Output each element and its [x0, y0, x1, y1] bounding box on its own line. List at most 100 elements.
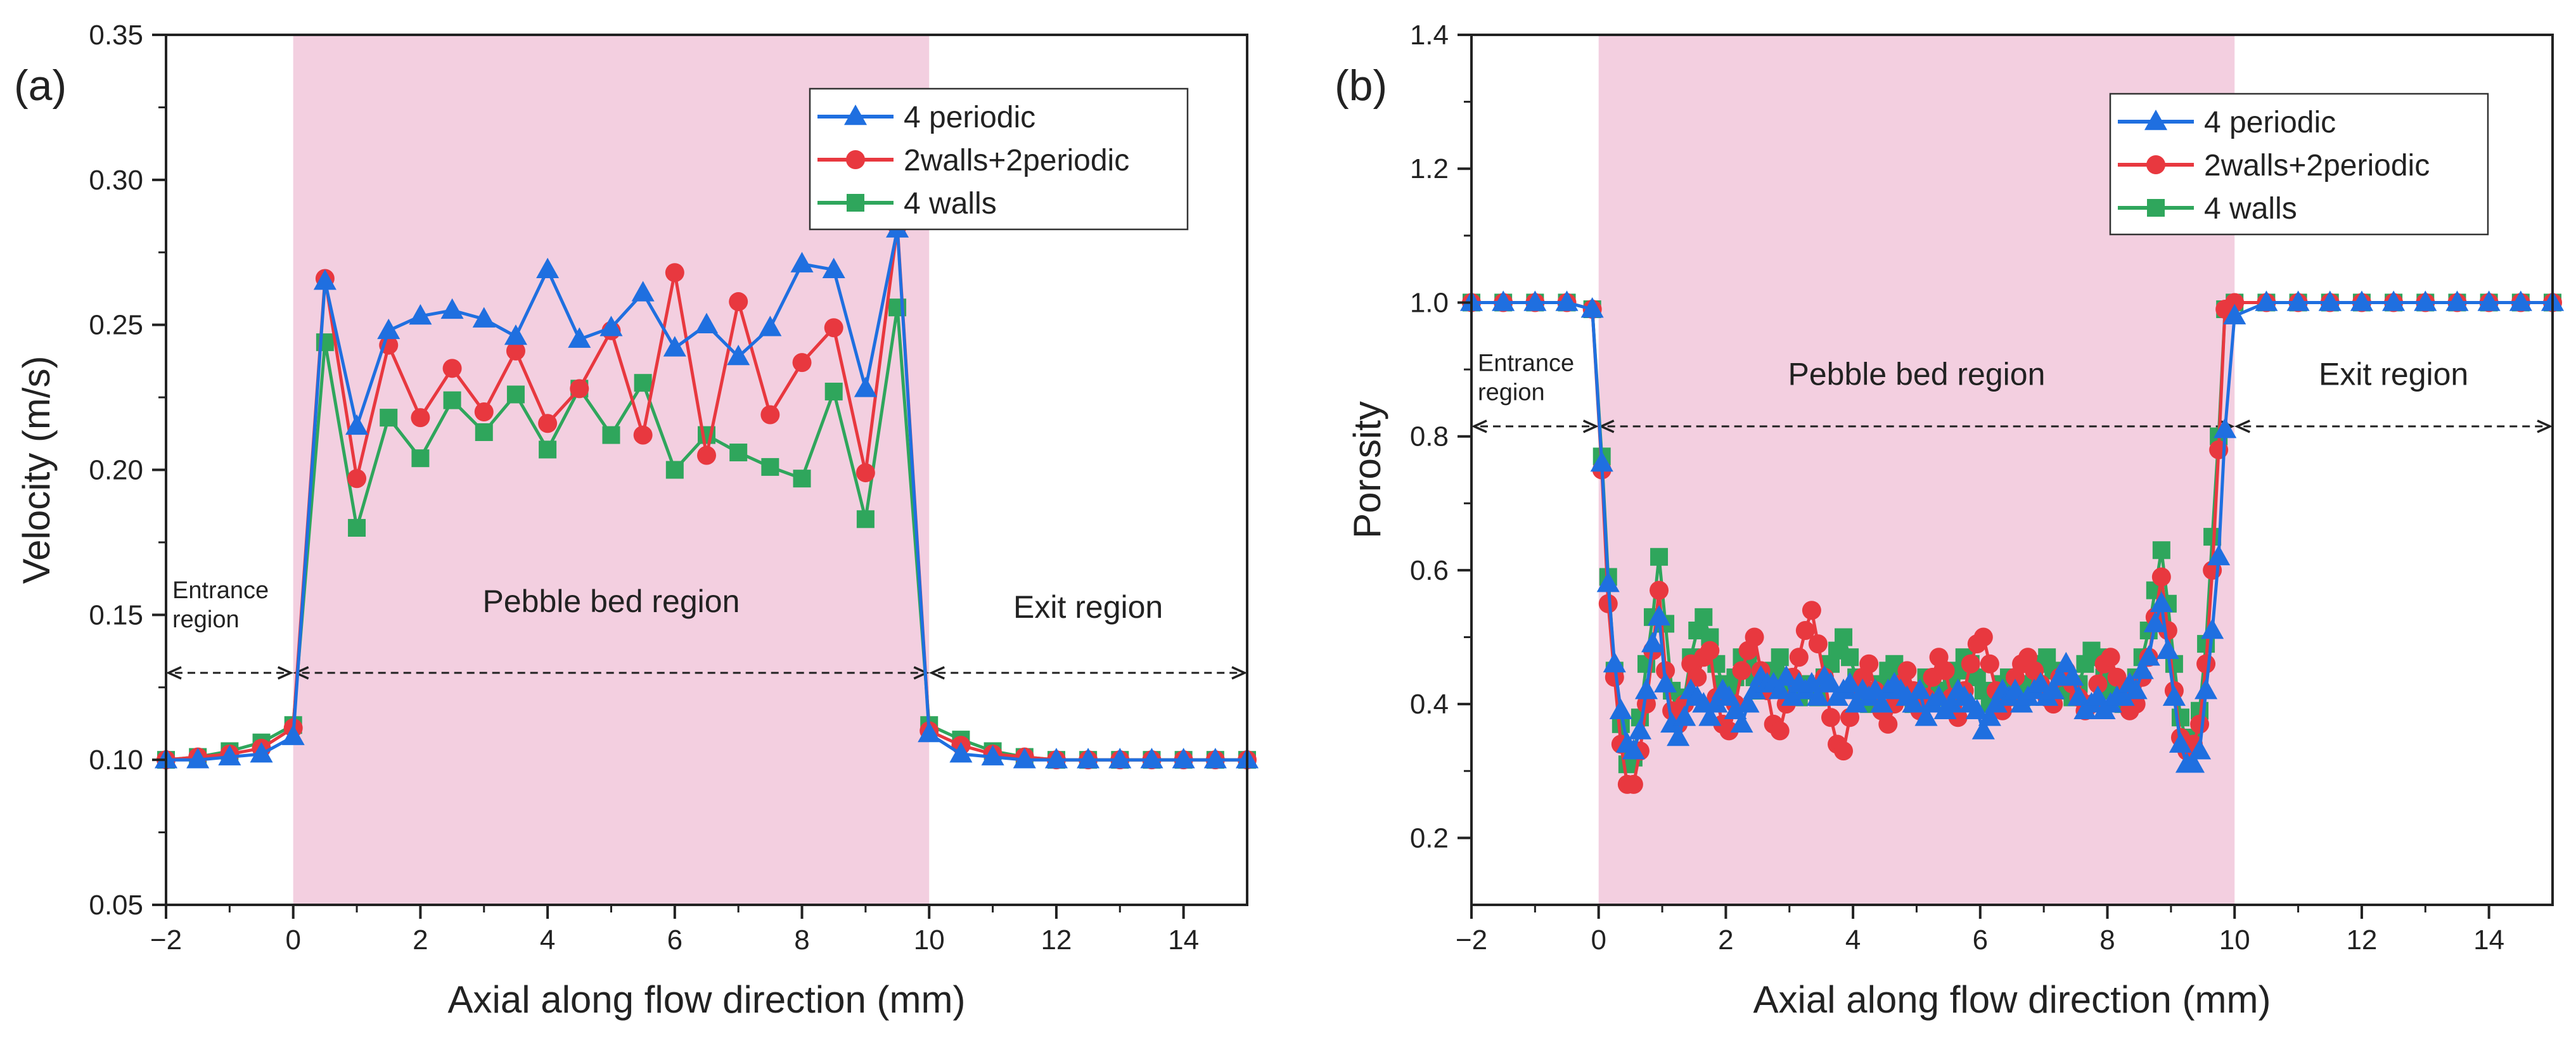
- data-point: [1774, 665, 1798, 686]
- data-point: [1736, 692, 1760, 713]
- legend-marker: [2146, 155, 2165, 174]
- y-tick-label: 0.4: [1410, 689, 1449, 720]
- legend-marker: [847, 194, 864, 212]
- data-point: [1808, 634, 1828, 654]
- data-point: [1624, 774, 1643, 794]
- data-point: [2255, 290, 2278, 311]
- data-point: [1838, 672, 1862, 693]
- entrance-region-label-line: region: [172, 606, 240, 633]
- y-tick-label: 0.30: [89, 165, 143, 196]
- data-point: [2162, 685, 2186, 706]
- x-tick-label: 10: [914, 924, 945, 956]
- data-point: [1821, 708, 1840, 727]
- series-4-periodic: [1459, 290, 2565, 773]
- data-point: [2195, 679, 2218, 700]
- data-point: [2477, 290, 2501, 311]
- data-point: [1719, 721, 1739, 741]
- data-point: [313, 269, 336, 290]
- data-point: [1108, 748, 1132, 769]
- x-tick-label: 10: [2219, 924, 2250, 956]
- data-point: [1841, 648, 1859, 667]
- data-point: [824, 318, 843, 338]
- data-point: [1980, 654, 1999, 674]
- y-tick-label: 0.15: [89, 599, 143, 630]
- data-point: [856, 510, 875, 528]
- data-point: [822, 257, 845, 279]
- y-tick-label: 1.2: [1410, 153, 1449, 184]
- data-point: [599, 316, 623, 336]
- panel-label: (b): [1335, 61, 1387, 110]
- data-point: [1743, 679, 1766, 700]
- data-point: [631, 281, 655, 302]
- data-point: [1580, 297, 1604, 318]
- entrance-region-label-line: Entrance: [1478, 350, 1574, 376]
- data-point: [824, 382, 843, 400]
- x-tick-label: 0: [1591, 924, 1606, 956]
- data-point: [1878, 714, 1898, 734]
- legend: 4 periodic 2walls+2periodic 4 walls: [809, 87, 1189, 231]
- legend-label: 2walls+2periodic: [2204, 149, 2430, 182]
- data-point: [2107, 667, 2127, 687]
- data-point: [1730, 712, 1753, 733]
- y-tick-label: 1.4: [1410, 20, 1449, 51]
- data-point: [440, 298, 464, 319]
- x-tick-label: 12: [1041, 924, 1072, 956]
- data-point: [2152, 541, 2170, 560]
- data-point: [2207, 544, 2231, 566]
- data-point: [1984, 692, 2008, 713]
- data-point: [761, 457, 779, 476]
- legend: 4 periodic 2walls+2periodic 4 walls: [2109, 93, 2489, 236]
- data-point: [1840, 708, 1860, 727]
- data-point: [2150, 591, 2173, 613]
- data-point: [1745, 627, 1764, 647]
- legend-marker: [843, 105, 868, 125]
- data-point: [2042, 679, 2065, 700]
- data-point: [2214, 418, 2237, 438]
- data-point: [759, 316, 782, 336]
- data-point: [2445, 290, 2469, 311]
- data-point: [1859, 654, 1879, 674]
- data-point: [281, 724, 305, 745]
- data-point: [760, 405, 780, 425]
- data-point: [347, 469, 367, 489]
- data-point: [918, 721, 941, 743]
- data-point: [1598, 594, 1618, 613]
- y-tick-label: 0.35: [89, 20, 143, 51]
- entrance-region-label-line: region: [1478, 379, 1545, 406]
- data-point: [1897, 661, 1917, 681]
- data-point: [2181, 752, 2205, 773]
- data-point: [1940, 692, 1963, 713]
- x-tick-label: 8: [794, 924, 809, 956]
- data-point: [697, 445, 716, 465]
- x-tick-label: 0: [285, 924, 300, 956]
- data-point: [729, 292, 748, 312]
- legend-label: 4 walls: [904, 187, 997, 221]
- x-tick-label: 14: [1168, 924, 1199, 956]
- data-point: [1732, 661, 1752, 681]
- data-point: [2151, 567, 2171, 587]
- data-point: [2088, 674, 2108, 694]
- y-tick-label: 0.6: [1410, 555, 1449, 586]
- data-point: [1609, 698, 1632, 720]
- data-point: [1172, 748, 1195, 769]
- data-point: [1654, 672, 1677, 693]
- data-point: [345, 414, 369, 435]
- data-point: [2061, 665, 2084, 686]
- y-tick-label: 0.10: [89, 745, 143, 776]
- x-axis-title: Axial along flow direction (mm): [1753, 978, 2271, 1021]
- plot-frame: [1470, 34, 2554, 906]
- data-point: [2156, 638, 2179, 659]
- y-tick-label: 0.8: [1410, 421, 1449, 452]
- y-axis-title: Porosity: [1346, 401, 1388, 539]
- data-point: [475, 423, 493, 442]
- data-point: [218, 745, 241, 765]
- data-point: [1845, 692, 1868, 713]
- data-point: [2124, 679, 2148, 700]
- data-point: [602, 426, 620, 444]
- data-point: [570, 379, 589, 399]
- data-point: [2188, 739, 2212, 760]
- data-point: [1935, 661, 1955, 681]
- data-point: [1044, 748, 1068, 769]
- data-point: [1961, 654, 1980, 674]
